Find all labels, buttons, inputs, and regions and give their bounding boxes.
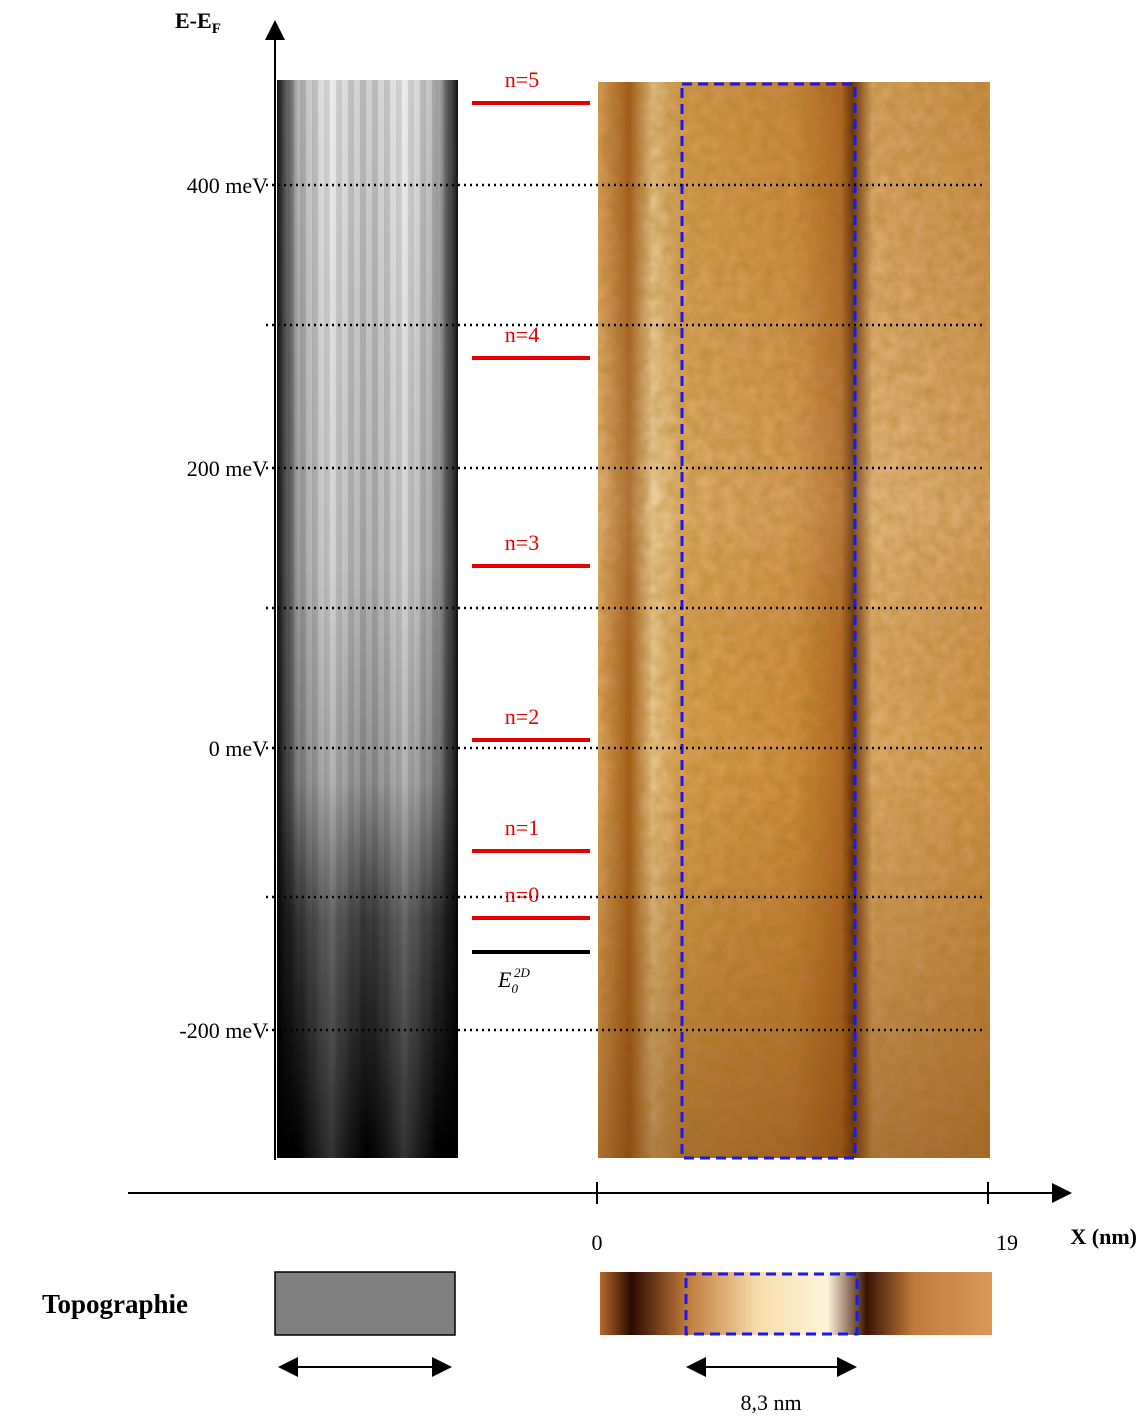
well-box [680, 82, 857, 1160]
e0-label: E02D [497, 965, 530, 996]
width-label: 8,3 nm [740, 1390, 801, 1415]
topography-gray [274, 1271, 456, 1336]
level-label: n=5 [505, 67, 539, 92]
topography-box [684, 1272, 859, 1336]
x-tick-label: 0 [592, 1230, 603, 1255]
y-tick-label: -200 meV [179, 1018, 268, 1043]
level-label: n=0 [505, 882, 539, 907]
x-axis-title: X (nm) [1070, 1224, 1137, 1249]
level-label: n=4 [505, 322, 539, 347]
y-tick-label: 0 meV [209, 736, 268, 761]
y-tick-label: 400 meV [187, 173, 268, 198]
sts-noise [598, 82, 990, 1158]
level-label: n=1 [505, 815, 539, 840]
level-label: n=3 [505, 530, 539, 555]
topography-strip [600, 1272, 992, 1335]
level-label: n=2 [505, 704, 539, 729]
x-tick-label: 19 [996, 1230, 1018, 1255]
y-tick-label: 200 meV [187, 456, 268, 481]
y-ticks: 400 meV 200 meV 0 meV -200 meV [179, 173, 268, 1043]
simulation-shade [277, 80, 458, 1158]
topography-label: Topographie [42, 1289, 188, 1319]
levels: n=5 n=4 n=3 n=2 n=1 n=0 [472, 67, 590, 920]
y-axis-title: E-EF [175, 8, 221, 37]
